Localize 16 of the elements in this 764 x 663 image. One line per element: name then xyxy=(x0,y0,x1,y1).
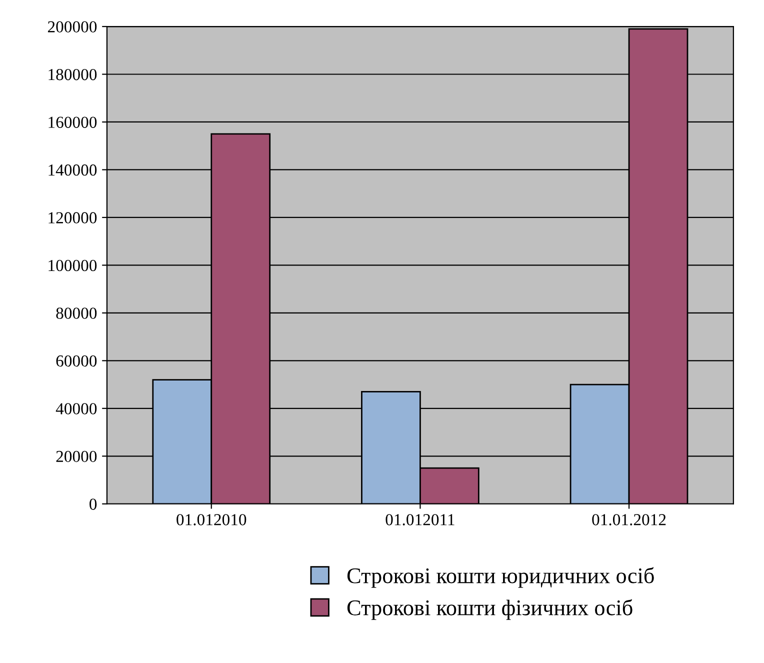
y-tick-label: 0 xyxy=(90,498,97,510)
y-tick-label: 200000 xyxy=(48,21,97,32)
y-tick-label: 60000 xyxy=(56,355,97,367)
y-tick-label: 40000 xyxy=(56,403,97,414)
y-tick-label: 120000 xyxy=(48,212,97,224)
x-tick-label: 01.012011 xyxy=(386,514,454,526)
legend-label: Строкові кошти юридичних осіб xyxy=(347,567,654,588)
y-tick-label: 180000 xyxy=(48,68,97,80)
y-tick-label: 20000 xyxy=(56,450,97,462)
y-tick-label: 140000 xyxy=(48,164,97,176)
y-tick-label: 100000 xyxy=(48,260,97,272)
y-tick-label: 160000 xyxy=(48,116,97,128)
x-tick-label: 01.01.2012 xyxy=(592,514,666,526)
y-tick-label: 80000 xyxy=(56,308,97,319)
legend-label: Строкові кошти фізичних осіб xyxy=(347,599,632,620)
x-tick-label: 01.012010 xyxy=(176,514,246,526)
